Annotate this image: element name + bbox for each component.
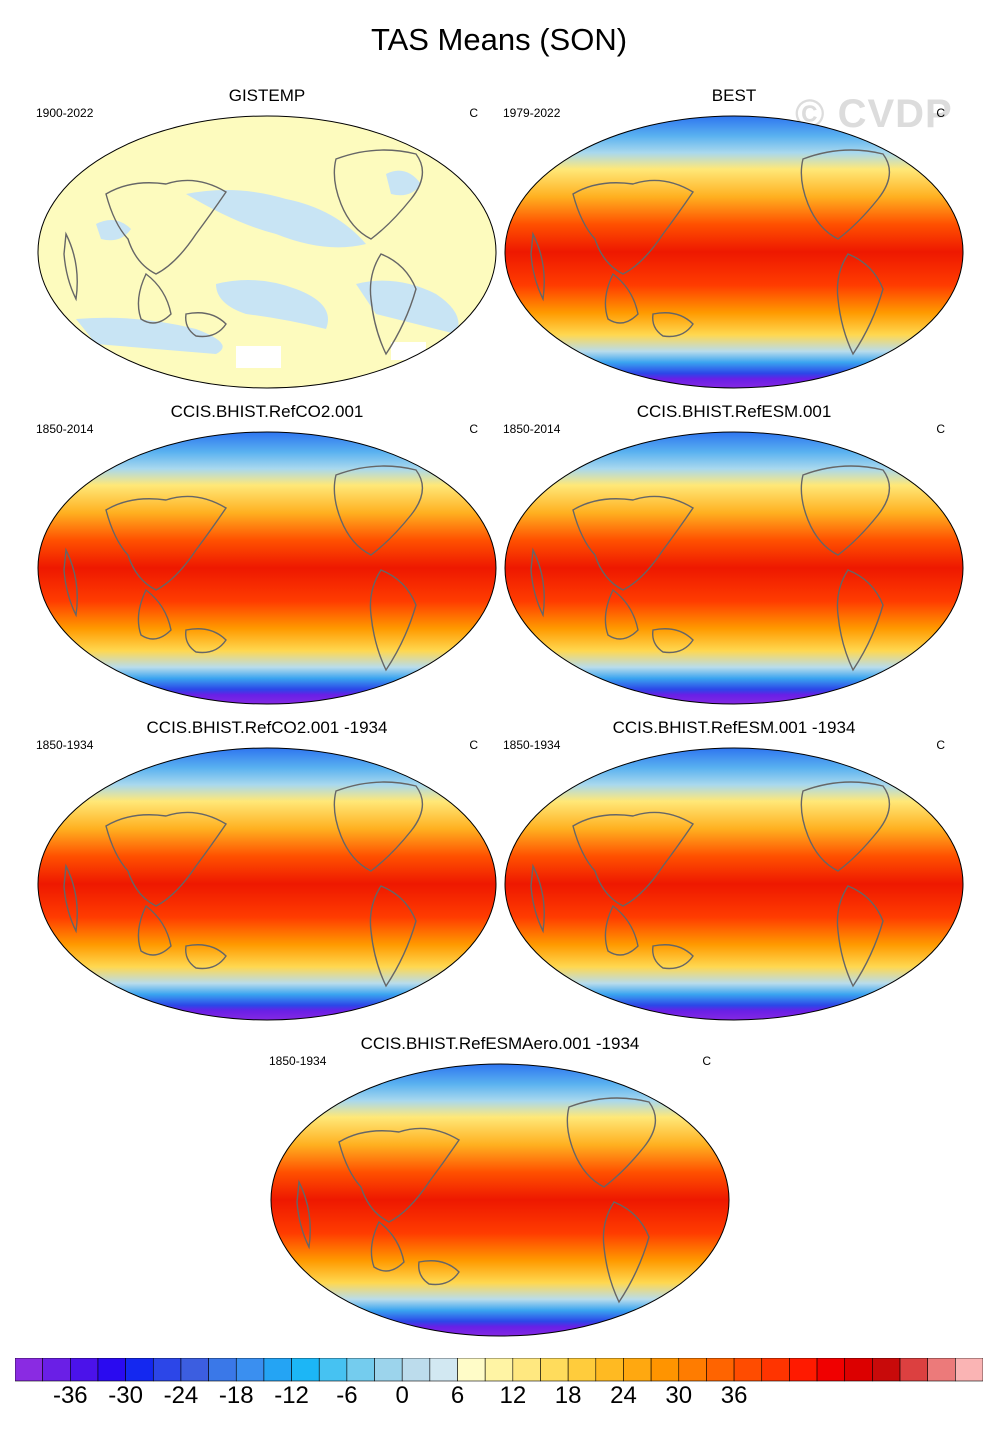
panel-period: 1900-2022	[36, 106, 94, 120]
colorbar-tick-label: -12	[274, 1382, 309, 1409]
colorbar-tick-label: 12	[499, 1382, 527, 1409]
panel-units: C	[469, 738, 478, 752]
colorbar-swatch	[623, 1358, 652, 1382]
colorbar-swatch	[125, 1358, 154, 1382]
colorbar-swatch	[512, 1358, 541, 1382]
colorbar-swatch	[955, 1358, 983, 1382]
colorbar-tick-label: 30	[665, 1382, 693, 1409]
colorbar-swatch	[678, 1358, 707, 1382]
map-panel: BEST 1979-2022 C	[503, 86, 965, 389]
panel-period: 1850-2014	[36, 422, 94, 436]
colorbar-tick-label: -36	[52, 1382, 88, 1409]
colorbar-tick-label: -30	[108, 1382, 143, 1409]
map-figure	[504, 115, 964, 389]
panel-units: C	[936, 422, 945, 436]
colorbar-swatch	[15, 1358, 43, 1382]
panel-title: CCIS.BHIST.RefESM.001	[636, 402, 832, 421]
colorbar-swatch	[567, 1358, 597, 1382]
colorbar-swatch	[263, 1358, 292, 1382]
colorbar-swatch	[318, 1358, 348, 1382]
colorbar-swatch	[844, 1358, 873, 1382]
panel-period: 1850-2014	[503, 422, 561, 436]
colorbar-swatch	[872, 1358, 901, 1382]
panel-units: C	[469, 106, 478, 120]
panel-title: CCIS.BHIST.RefESMAero.001 -1934	[360, 1034, 640, 1053]
colorbar-swatch	[97, 1358, 126, 1382]
panel-title: GISTEMP	[228, 86, 306, 105]
colorbar-swatch	[816, 1358, 846, 1382]
map-panel: CCIS.BHIST.RefESM.001 -1934 1850-1934 C	[503, 718, 965, 1021]
colorbar-swatch	[346, 1358, 375, 1382]
map-figure	[37, 431, 497, 705]
colorbar-swatch	[401, 1358, 431, 1382]
panel-title: CCIS.BHIST.RefCO2.001	[170, 402, 364, 421]
panel-period: 1850-1934	[503, 738, 561, 752]
colorbar-tick-label: 36	[720, 1382, 748, 1409]
colorbar-swatch	[927, 1358, 956, 1382]
colorbar-swatch	[374, 1358, 403, 1382]
map-figure	[504, 431, 964, 705]
panel-units: C	[936, 106, 945, 120]
panel-units: C	[469, 422, 478, 436]
colorbar-tick-label: 18	[554, 1382, 582, 1409]
colorbar-swatch	[70, 1358, 99, 1382]
colorbar-swatch	[42, 1358, 71, 1382]
colorbar-swatch	[650, 1358, 680, 1382]
colorbar-tick-label: -6	[336, 1382, 358, 1409]
colorbar-swatch	[152, 1358, 182, 1382]
colorbar-swatch	[429, 1358, 458, 1382]
colorbar-tick-label: 6	[450, 1382, 465, 1409]
colorbar-swatch	[180, 1358, 209, 1382]
map-panel: CCIS.BHIST.RefCO2.001 1850-2014 C	[36, 402, 498, 705]
map-figure	[37, 747, 497, 1021]
panel-units: C	[702, 1054, 711, 1068]
colorbar-tick-label: 24	[610, 1382, 637, 1409]
map-panel: GISTEMP 1900-2022 C	[36, 86, 498, 389]
colorbar-tick-label: -24	[163, 1382, 199, 1409]
colorbar-tick-label: -18	[218, 1382, 254, 1409]
colorbar-tick-label: 0	[395, 1382, 409, 1409]
map-figure	[270, 1063, 730, 1337]
map-panel: CCIS.BHIST.RefESMAero.001 -1934 1850-1934…	[269, 1034, 731, 1337]
colorbar-swatch	[706, 1358, 735, 1382]
panel-period: 1850-1934	[36, 738, 94, 752]
panel-units: C	[936, 738, 945, 752]
colorbar-tick-labels: -36 -30 -24 -18 -12 -6 0 6 12 18 24 30 36	[0, 1382, 998, 1418]
colorbar	[15, 1358, 983, 1382]
colorbar-swatch	[235, 1358, 265, 1382]
colorbar-swatch	[540, 1358, 569, 1382]
panel-title: CCIS.BHIST.RefCO2.001 -1934	[146, 718, 388, 737]
panel-title: CCIS.BHIST.RefESM.001 -1934	[612, 718, 856, 737]
colorbar-swatch	[291, 1358, 320, 1382]
colorbar-swatch	[789, 1358, 818, 1382]
colorbar-swatch	[484, 1358, 514, 1382]
main-title: TAS Means (SON)	[370, 22, 628, 57]
colorbar-swatch	[733, 1358, 763, 1382]
map-figure	[37, 115, 497, 389]
colorbar-swatch	[899, 1358, 928, 1382]
map-panel: CCIS.BHIST.RefESM.001 1850-2014 C	[503, 402, 965, 705]
colorbar-swatch	[208, 1358, 237, 1382]
colorbar-swatch	[761, 1358, 790, 1382]
panel-period: 1850-1934	[269, 1054, 327, 1068]
map-panel: CCIS.BHIST.RefCO2.001 -1934 1850-1934 C	[36, 718, 498, 1021]
colorbar-swatch	[595, 1358, 624, 1382]
colorbar-swatch	[457, 1358, 486, 1382]
map-figure	[504, 747, 964, 1021]
panel-period: 1979-2022	[503, 106, 561, 120]
panel-title: BEST	[711, 86, 757, 105]
